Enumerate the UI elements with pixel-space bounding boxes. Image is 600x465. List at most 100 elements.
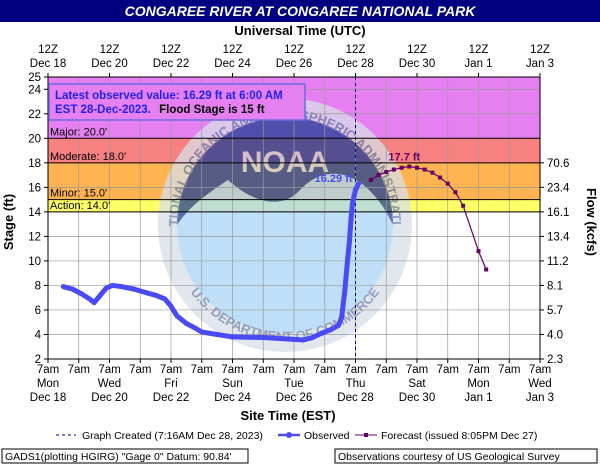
observed-point	[230, 334, 235, 340]
right-axis-tick-label: 5.7	[547, 305, 563, 317]
forecast-point	[391, 167, 396, 172]
observed-point	[344, 264, 350, 270]
chart-title: CONGAREE RIVER AT CONGAREE NATIONAL PARK	[125, 3, 477, 19]
left-axis-tick-label: 16	[28, 182, 41, 194]
top-axis-tick-time: 12Z	[284, 44, 304, 56]
right-axis-tick-label: 8.1	[547, 280, 563, 292]
observed-point	[346, 240, 352, 246]
bottom-axis-tick-date: Dec 26	[276, 392, 312, 404]
bottom-axis-tick-time: 7am	[98, 364, 120, 376]
observed-point	[319, 330, 325, 336]
observed-point	[110, 282, 116, 288]
footer-left-text: GADS1(plotting HGIRG) "Gage 0" Datum: 90…	[5, 451, 232, 463]
bottom-axis-tick-time: 7am	[283, 364, 305, 376]
observed-point	[87, 296, 93, 302]
right-axis-tick-label: 2.3	[547, 354, 563, 366]
right-axis-tick-label: 23.4	[547, 182, 570, 194]
forecast-point	[422, 167, 427, 172]
forecast-point	[484, 267, 489, 272]
bottom-axis-tick-time: 7am	[467, 364, 489, 376]
bottom-axis-title: Site Time (EST)	[240, 408, 335, 423]
forecast-point	[415, 165, 419, 170]
observed-point	[60, 284, 66, 290]
left-axis-tick-label: 22	[28, 109, 41, 121]
top-axis-tick-date: Jan 1	[464, 58, 492, 70]
observed-point	[291, 336, 297, 342]
info-box-line2-date: EST 28-Dec-2023.	[55, 104, 151, 116]
left-axis-tick-label: 4	[35, 329, 42, 341]
left-axis-tick-label: 12	[28, 231, 41, 243]
flood-band-label-action: Action: 14.0'	[50, 200, 110, 212]
top-axis-tick-date: Dec 22	[153, 58, 189, 70]
right-axis-tick-label: 11.2	[547, 256, 569, 268]
forecast-point	[476, 249, 481, 254]
bottom-axis-tick-time: 7am	[375, 364, 397, 376]
bottom-axis-tick-weekday: Mon	[467, 378, 489, 390]
flood-band-label-minor: Minor: 15.0'	[50, 188, 107, 200]
top-axis-tick-time: 12Z	[100, 44, 120, 56]
top-axis-tick-date: Jan 3	[526, 58, 554, 70]
bottom-axis-tick-weekday: Fri	[164, 378, 177, 390]
bottom-axis-tick-date: Dec 18	[30, 392, 66, 404]
observed-point	[119, 284, 125, 290]
info-box	[48, 83, 306, 121]
top-axis-tick-date: Dec 30	[399, 58, 435, 70]
observed-point	[183, 320, 189, 326]
forecast-point	[430, 170, 435, 175]
bottom-axis-tick-weekday: Wed	[528, 378, 551, 390]
legend: Graph Created (7:16AM Dec 28, 2023) Obse…	[56, 430, 537, 442]
left-axis-tick-label: 2	[35, 354, 41, 366]
top-axis-tick-time: 12Z	[530, 44, 550, 56]
right-axis-tick-label: 13.4	[547, 231, 570, 243]
top-axis-title: Universal Time (UTC)	[234, 23, 365, 38]
forecast-point	[407, 164, 412, 169]
forecast-point	[376, 173, 381, 178]
left-axis-tick-label: 10	[28, 256, 41, 268]
left-axis-tick-label: 14	[28, 207, 41, 219]
observed-point	[353, 187, 358, 193]
top-axis-tick-time: 12Z	[161, 44, 181, 56]
observed-point	[91, 300, 97, 306]
bottom-axis-tick-weekday: Thu	[346, 378, 366, 390]
bottom-axis-tick-weekday: Mon	[37, 378, 59, 390]
bottom-axis-tick-weekday: Wed	[98, 378, 121, 390]
top-axis-tick-date: Dec 20	[91, 58, 127, 70]
observed-point	[193, 325, 199, 331]
bottom-axis-tick-time: 7am	[529, 364, 551, 376]
bottom-axis-tick-date: Dec 24	[214, 392, 251, 404]
legend-forecast-label: Forecast (issued 8:05PM Dec 27)	[381, 430, 537, 442]
bottom-axis-tick-date: Dec 30	[399, 392, 435, 404]
right-axis-tick-label: 4.0	[547, 329, 563, 341]
left-axis-title: Stage (ft)	[1, 194, 16, 250]
observed-point	[339, 314, 345, 320]
observed-point	[260, 335, 266, 341]
observed-point	[97, 292, 103, 298]
right-axis-tick-label: 16.1	[547, 207, 569, 219]
legend-forecast-marker	[364, 433, 368, 437]
observed-point	[79, 291, 85, 297]
observed-point	[356, 181, 362, 187]
bottom-axis-tick-time: 7am	[160, 364, 182, 376]
top-axis-tick-date: Dec 24	[214, 58, 251, 70]
bottom-axis-tick-time: 7am	[37, 364, 59, 376]
bottom-axis-tick-date: Dec 20	[91, 392, 127, 404]
forecast-point	[368, 177, 373, 182]
observed-point	[348, 217, 354, 223]
forecast-point	[438, 175, 443, 180]
top-axis-tick-time: 12Z	[38, 44, 58, 56]
observed-point	[199, 329, 205, 335]
flood-band-label-moderate: Moderate: 18.0'	[50, 151, 126, 163]
left-axis-tick-label: 24	[28, 84, 41, 96]
observed-point	[174, 313, 180, 319]
footer-left-box	[1, 448, 249, 464]
top-axis-tick-date: Dec 18	[30, 58, 66, 70]
left-axis-tick-label: 6	[35, 305, 41, 317]
legend-observed-marker	[286, 432, 292, 438]
bottom-axis-tick-time: 7am	[68, 364, 90, 376]
bottom-axis-tick-time: 7am	[252, 364, 274, 376]
legend-created-label: Graph Created (7:16AM Dec 28, 2023)	[82, 430, 263, 442]
bottom-axis-tick-weekday: Tue	[284, 378, 303, 390]
observed-point	[162, 296, 168, 302]
bottom-axis-tick-time: 7am	[191, 364, 213, 376]
